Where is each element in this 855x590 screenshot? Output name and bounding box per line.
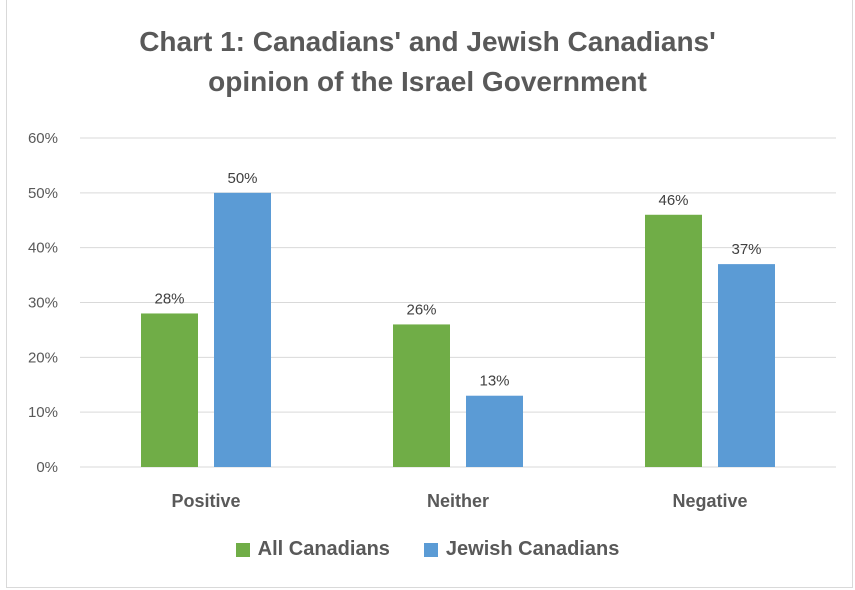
chart-frame [6, 0, 853, 588]
bars [141, 192, 775, 468]
category-label-neither: Neither [427, 491, 489, 511]
y-tick-label: 30% [28, 295, 58, 312]
legend-label-all-canadians: All Canadians [257, 538, 390, 560]
data-label: 26% [406, 301, 436, 318]
legend: All Canadians Jewish Canadians [0, 538, 855, 561]
chart-title-line-2: opinion of the Israel Government [208, 66, 647, 97]
data-label: 50% [227, 170, 257, 187]
bar-neither-all-canadians [393, 324, 450, 467]
data-label: 28% [154, 290, 184, 307]
y-axis-ticks: 0% 10% 20% 30% 40% 50% 60% [28, 130, 58, 476]
legend-item-jewish-canadians: Jewish Canadians [423, 538, 620, 561]
y-tick-label: 40% [28, 240, 58, 257]
y-tick-label: 50% [28, 185, 58, 202]
legend-swatch-jewish-canadians [423, 542, 438, 557]
bar-negative-all-canadians [645, 214, 702, 467]
y-tick-label: 10% [28, 404, 58, 421]
category-label-positive: Positive [171, 491, 240, 511]
chart-title-line-1: Chart 1: Canadians' and Jewish Canadians… [139, 26, 716, 57]
data-labels: 28% 50% 26% 13% 46% 37% [154, 170, 761, 390]
data-label: 37% [731, 241, 761, 258]
gridlines [80, 137, 836, 468]
data-label: 13% [479, 373, 509, 390]
data-label: 46% [658, 192, 688, 209]
y-tick-label: 0% [36, 459, 58, 476]
legend-swatch-all-canadians [235, 542, 250, 557]
legend-label-jewish-canadians: Jewish Canadians [445, 538, 620, 560]
y-tick-label: 20% [28, 349, 58, 366]
y-tick-label: 60% [28, 130, 58, 147]
chart-title: Chart 1: Canadians' and Jewish Canadians… [0, 22, 855, 102]
legend-item-all-canadians: All Canadians [235, 538, 390, 561]
x-axis-categories: Positive Neither Negative [171, 491, 747, 511]
bar-neither-jewish-canadians [466, 395, 523, 467]
bar-positive-jewish-canadians [214, 192, 271, 468]
bar-positive-all-canadians [141, 313, 198, 467]
bar-negative-jewish-canadians [718, 264, 775, 467]
category-label-negative: Negative [672, 491, 747, 511]
